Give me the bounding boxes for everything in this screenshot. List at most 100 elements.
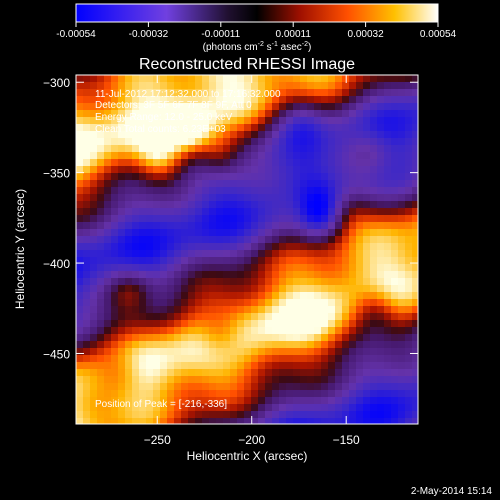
heatmap-cell bbox=[300, 306, 308, 314]
heatmap-cell bbox=[146, 369, 154, 377]
annotation-time: 11-Jul-2012 17:12:32.000 to 17:16:32.000 bbox=[95, 89, 281, 100]
heatmap-cell bbox=[111, 334, 119, 342]
heatmap-cell bbox=[125, 152, 133, 160]
heatmap-cell bbox=[153, 369, 161, 377]
heatmap-cell bbox=[139, 82, 147, 90]
heatmap-cell bbox=[328, 173, 336, 181]
heatmap-cell bbox=[139, 124, 147, 132]
heatmap-cell bbox=[160, 117, 168, 125]
heatmap-cell bbox=[230, 257, 238, 265]
heatmap-cell bbox=[405, 313, 413, 321]
heatmap-cell bbox=[342, 159, 350, 167]
heatmap-cell bbox=[265, 299, 273, 307]
heatmap-cell bbox=[209, 292, 217, 300]
heatmap-cell bbox=[272, 152, 280, 160]
heatmap-cell bbox=[209, 376, 217, 384]
heatmap-cell bbox=[405, 404, 413, 412]
heatmap-cell bbox=[356, 390, 364, 398]
heatmap-cell bbox=[251, 306, 259, 314]
heatmap-cell bbox=[104, 292, 112, 300]
heatmap-cell bbox=[216, 194, 224, 202]
heatmap-cell bbox=[90, 383, 98, 391]
heatmap-cell bbox=[265, 250, 273, 258]
heatmap-cell bbox=[314, 243, 322, 251]
heatmap-cell bbox=[160, 152, 168, 160]
heatmap-cell bbox=[223, 292, 231, 300]
heatmap-cell bbox=[244, 341, 252, 349]
heatmap-cell bbox=[167, 194, 175, 202]
heatmap-cell bbox=[118, 89, 126, 97]
heatmap-cell bbox=[321, 390, 329, 398]
heatmap-cell bbox=[174, 236, 182, 244]
heatmap-cell bbox=[209, 96, 217, 104]
heatmap-cell bbox=[195, 89, 203, 97]
heatmap-cell bbox=[370, 418, 378, 424]
heatmap-cell bbox=[104, 264, 112, 272]
heatmap-cell bbox=[363, 355, 371, 363]
heatmap-cell bbox=[321, 117, 329, 125]
heatmap-cell bbox=[125, 355, 133, 363]
heatmap-cell bbox=[76, 404, 84, 412]
heatmap-cell bbox=[328, 348, 336, 356]
heatmap-cell bbox=[223, 327, 231, 335]
heatmap-cell bbox=[76, 383, 84, 391]
heatmap-cell bbox=[209, 390, 217, 398]
heatmap-cell bbox=[272, 271, 280, 279]
heatmap-cell bbox=[174, 376, 182, 384]
heatmap-cell bbox=[153, 166, 161, 174]
heatmap-cell bbox=[195, 313, 203, 321]
heatmap-cell bbox=[300, 110, 308, 118]
heatmap-cell bbox=[370, 299, 378, 307]
heatmap-cell bbox=[146, 201, 154, 209]
heatmap-cell bbox=[216, 117, 224, 125]
heatmap-cell bbox=[384, 250, 392, 258]
heatmap-cell bbox=[223, 257, 231, 265]
heatmap-cell bbox=[363, 257, 371, 265]
heatmap-cell bbox=[370, 131, 378, 139]
heatmap-cell bbox=[251, 334, 259, 342]
heatmap-cell bbox=[363, 341, 371, 349]
heatmap-cell bbox=[230, 397, 238, 405]
heatmap-cell bbox=[202, 292, 210, 300]
heatmap-cell bbox=[328, 96, 336, 104]
heatmap-cell bbox=[335, 159, 343, 167]
heatmap-cell bbox=[90, 306, 98, 314]
heatmap-cell bbox=[188, 145, 196, 153]
heatmap-cell bbox=[174, 418, 182, 424]
heatmap-cell bbox=[188, 397, 196, 405]
heatmap-cell bbox=[174, 96, 182, 104]
heatmap-cell bbox=[174, 250, 182, 258]
heatmap-cell bbox=[335, 103, 343, 111]
heatmap-cell bbox=[209, 243, 217, 251]
heatmap-cell bbox=[321, 369, 329, 377]
heatmap-cell bbox=[237, 194, 245, 202]
heatmap-cell bbox=[223, 173, 231, 181]
heatmap-cell bbox=[377, 222, 385, 230]
heatmap-cell bbox=[286, 243, 294, 251]
heatmap-cell bbox=[279, 138, 287, 146]
heatmap-cell bbox=[244, 180, 252, 188]
heatmap-cell bbox=[230, 313, 238, 321]
heatmap-cell bbox=[300, 348, 308, 356]
heatmap-cell bbox=[349, 278, 357, 286]
heatmap-cell bbox=[286, 138, 294, 146]
heatmap-cell bbox=[321, 292, 329, 300]
heatmap bbox=[76, 75, 418, 424]
heatmap-cell bbox=[111, 376, 119, 384]
heatmap-cell bbox=[244, 369, 252, 377]
heatmap-cell bbox=[111, 250, 119, 258]
heatmap-cell bbox=[104, 271, 112, 279]
heatmap-cell bbox=[328, 376, 336, 384]
heatmap-cell bbox=[181, 131, 189, 139]
heatmap-cell bbox=[139, 152, 147, 160]
heatmap-cell bbox=[237, 348, 245, 356]
heatmap-cell bbox=[405, 131, 413, 139]
heatmap-cell bbox=[335, 215, 343, 223]
heatmap-cell bbox=[272, 229, 280, 237]
colorbar bbox=[75, 3, 439, 23]
heatmap-cell bbox=[167, 201, 175, 209]
heatmap-cell bbox=[237, 75, 245, 83]
heatmap-cell bbox=[370, 257, 378, 265]
heatmap-cell bbox=[118, 222, 126, 230]
heatmap-cell bbox=[244, 355, 252, 363]
